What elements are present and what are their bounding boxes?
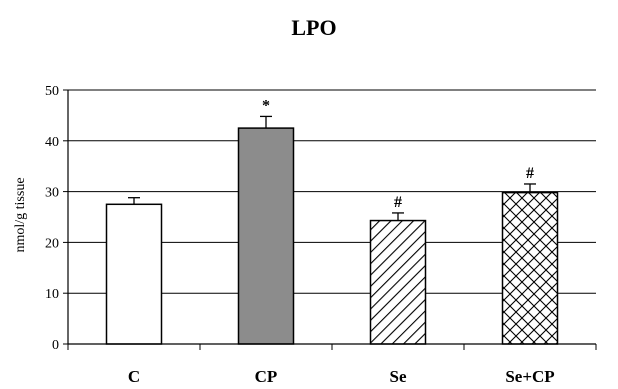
bar-se-cp [501,191,559,345]
significance-marker: * [262,97,270,114]
significance-marker: # [394,194,402,211]
y-axis-label: nmol/g tissue [13,177,28,252]
x-category-label: Se [390,367,407,386]
bar-se [369,219,427,345]
y-tick-label: 0 [52,338,59,353]
significance-marker: # [526,165,534,182]
chart-title: LPO [291,15,336,40]
bars: * # # [105,97,559,345]
bar-cp [237,127,295,345]
x-category-label: CP [255,367,278,386]
y-tick-label: 40 [45,135,59,150]
axes: 0 10 20 30 40 50 C CP Se Se+CP [45,84,597,386]
y-tick-label: 20 [45,236,59,251]
bar-c [105,203,163,345]
y-tick-label: 30 [45,186,59,201]
x-category-label: C [128,367,140,386]
y-tick-label: 50 [45,84,59,99]
y-tick-label: 10 [45,287,59,302]
x-category-label: Se+CP [505,367,554,386]
